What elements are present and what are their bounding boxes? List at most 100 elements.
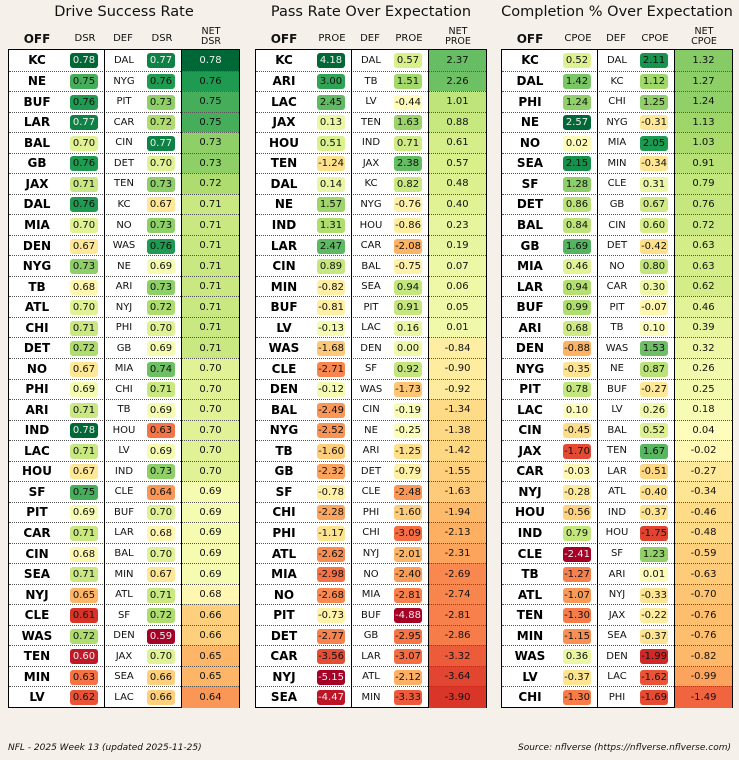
net-cell-bg	[182, 563, 239, 585]
defense-value-badge: 0.69	[147, 259, 175, 275]
defense-value-badge: 0.69	[147, 341, 175, 357]
offense-value-badge: 0.46	[563, 259, 591, 275]
net-value: -1.94	[444, 506, 471, 518]
table-header: OFF CPOE DEF CPOE NET CPOE	[501, 27, 733, 49]
offense-value-badge: -2.98	[317, 567, 345, 583]
net-value: 0.62	[692, 281, 715, 293]
defense-value-badge: 0.73	[147, 176, 175, 192]
defense-value-badge: -0.40	[640, 484, 668, 500]
net-cell-bg	[429, 234, 486, 256]
offense-value-badge: -0.82	[317, 279, 345, 295]
offense-team: NYJ	[518, 484, 542, 499]
offense-value-badge: -0.78	[317, 484, 345, 500]
net-value: 0.69	[199, 527, 222, 539]
defense-value-badge: 0.71	[147, 382, 175, 398]
offense-team: DAL	[23, 197, 51, 212]
defense-value-badge: -3.07	[394, 649, 422, 665]
net-cell-bg	[182, 686, 239, 708]
table-row: JAX 0.71 TEN 0.73 0.72	[9, 173, 239, 194]
net-cell-bg	[429, 522, 486, 544]
offense-team: ATL	[517, 587, 543, 602]
header-net: NET PROE	[429, 27, 487, 47]
net-cell-bg	[675, 152, 732, 174]
defense-value-badge: 0.01	[640, 567, 668, 583]
defense-value-badge: 0.70	[147, 546, 175, 562]
table-row: BAL -2.49 CIN -0.19 -1.34	[256, 399, 486, 420]
offense-team: HOU	[515, 505, 545, 520]
net-value: 0.66	[199, 630, 222, 642]
header-def-metric: CPOE	[641, 33, 669, 44]
defense-team: CAR	[113, 116, 135, 128]
table-row: CAR -3.56 LAR -3.07 -3.32	[256, 645, 486, 666]
offense-value-badge: -0.73	[317, 608, 345, 624]
defense-team: TB	[610, 322, 624, 334]
offense-team: MIN	[270, 279, 298, 294]
offense-team: IND	[517, 525, 543, 540]
offense-value-badge: 1.24	[563, 94, 591, 110]
defense-team: MIA	[361, 589, 381, 601]
offense-team: TB	[275, 443, 293, 458]
offense-team: CIN	[25, 546, 49, 561]
offense-team: CIN	[272, 259, 296, 274]
offense-team: IND	[271, 218, 297, 233]
offense-value-badge: 0.73	[70, 259, 98, 275]
net-value: 0.72	[692, 219, 715, 231]
offense-value-badge: 0.65	[70, 587, 98, 603]
net-value: 0.78	[199, 54, 222, 66]
data-table: KC 0.52 DAL 2.11 1.32 DAL 1.42 KC 1.12 1.27 PHI 1.2…	[501, 49, 733, 708]
defense-value-badge: 0.26	[640, 402, 668, 418]
defense-team: MIN	[114, 568, 134, 580]
offense-value-badge: 0.70	[70, 218, 98, 234]
defense-team: TB	[117, 404, 131, 416]
table-row: LV -0.13 LAC 0.16 0.01	[256, 316, 486, 338]
defense-team: BUF	[607, 383, 627, 395]
net-value: 0.71	[199, 322, 222, 334]
net-value: 1.24	[692, 96, 715, 108]
net-value: 0.71	[199, 342, 222, 354]
net-value: 0.71	[199, 219, 222, 231]
defense-value-badge: 0.82	[394, 176, 422, 192]
offense-value-badge: 0.68	[70, 279, 98, 295]
table-row: NYG -0.35 NE 0.87 0.26	[502, 357, 732, 379]
net-cell-bg	[429, 296, 486, 318]
offense-value-badge: 4.18	[317, 52, 345, 68]
offense-team: PHI	[518, 94, 542, 109]
defense-team: BUF	[114, 506, 134, 518]
offense-team: CHI	[272, 505, 296, 520]
net-value: -0.76	[690, 609, 717, 621]
table-row: LV -0.37 LAC -1.62 -0.99	[502, 665, 732, 687]
defense-team: NYJ	[608, 589, 626, 601]
defense-team: NE	[610, 363, 624, 375]
offense-value-badge: 0.14	[317, 176, 345, 192]
defense-team: CAR	[360, 240, 382, 252]
defense-value-badge: 0.16	[394, 320, 422, 336]
table-row: DAL 0.76 KC 0.67 0.71	[9, 193, 239, 215]
net-value: 0.69	[199, 568, 222, 580]
table-row: DEN -0.12 WAS -1.73 -0.92	[256, 378, 486, 400]
net-value: 0.63	[692, 260, 715, 272]
table-row: WAS 0.72 DEN 0.59 0.66	[9, 624, 239, 646]
net-value: 0.88	[446, 116, 469, 128]
table-row: CAR -0.03 LAR -0.51 -0.27	[502, 460, 732, 482]
net-value: 0.91	[692, 157, 715, 169]
data-table: KC 4.18 DAL 0.57 2.37 ARI 3.00 TB 1.51 2.26 LAC 2.4…	[255, 49, 487, 708]
table-row: SF 0.75 CLE 0.64 0.69	[9, 481, 239, 502]
offense-team: MIN	[516, 628, 544, 643]
defense-team: CLE	[361, 486, 381, 498]
defense-team: CIN	[115, 137, 133, 149]
defense-team: NYG	[113, 75, 135, 87]
defense-team: SF	[364, 363, 378, 375]
table-row: ARI 0.68 TB 0.10 0.39	[502, 316, 732, 338]
defense-value-badge: -0.19	[394, 402, 422, 418]
net-cell-bg	[182, 316, 239, 338]
net-cell-bg	[429, 624, 486, 646]
table-row: CLE -2.41 SF 1.23 -0.59	[502, 542, 732, 564]
offense-value-badge: -1.30	[563, 608, 591, 624]
offense-team: JAX	[25, 176, 49, 191]
offense-team: IND	[24, 423, 50, 438]
net-value: -1.63	[444, 486, 471, 498]
offense-team: SEA	[23, 567, 51, 582]
net-cell-bg	[429, 214, 486, 236]
defense-value-badge: 0.59	[147, 628, 175, 644]
offense-value-badge: 0.78	[563, 382, 591, 398]
